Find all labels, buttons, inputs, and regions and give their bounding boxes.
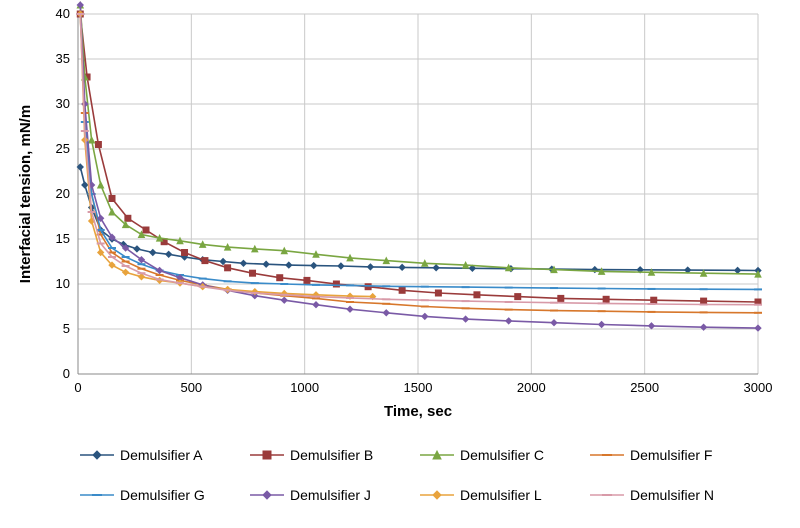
legend-item: Demulsifier L bbox=[420, 475, 590, 515]
chart-legend: Demulsifier A Demulsifier B Demulsifier C D… bbox=[80, 435, 760, 515]
svg-text:1500: 1500 bbox=[404, 380, 433, 395]
legend-swatch-icon bbox=[420, 448, 454, 462]
legend-label: Demulsifier J bbox=[290, 487, 371, 503]
svg-text:15: 15 bbox=[56, 231, 70, 246]
svg-text:10: 10 bbox=[56, 276, 70, 291]
legend-label: Demulsifier N bbox=[630, 487, 714, 503]
legend-swatch-icon bbox=[80, 448, 114, 462]
svg-text:2500: 2500 bbox=[630, 380, 659, 395]
svg-text:3000: 3000 bbox=[744, 380, 773, 395]
legend-label: Demulsifier G bbox=[120, 487, 205, 503]
legend-label: Demulsifier A bbox=[120, 447, 202, 463]
legend-item: Demulsifier B bbox=[250, 435, 420, 475]
svg-text:Time, sec: Time, sec bbox=[384, 403, 452, 420]
svg-text:30: 30 bbox=[56, 96, 70, 111]
legend-item: Demulsifier J bbox=[250, 475, 420, 515]
legend-swatch-icon bbox=[420, 488, 454, 502]
svg-text:0: 0 bbox=[63, 366, 70, 381]
svg-text:5: 5 bbox=[63, 321, 70, 336]
legend-label: Demulsifier L bbox=[460, 487, 542, 503]
legend-swatch-icon bbox=[590, 488, 624, 502]
legend-item: Demulsifier A bbox=[80, 435, 250, 475]
svg-text:35: 35 bbox=[56, 51, 70, 66]
legend-item: Demulsifier F bbox=[590, 435, 760, 475]
svg-text:2000: 2000 bbox=[517, 380, 546, 395]
legend-swatch-icon bbox=[590, 448, 624, 462]
legend-swatch-icon bbox=[250, 448, 284, 462]
legend-item: Demulsifier N bbox=[590, 475, 760, 515]
svg-text:Interfacial tension, mN/m: Interfacial tension, mN/m bbox=[17, 105, 34, 283]
legend-item: Demulsifier G bbox=[80, 475, 250, 515]
svg-text:1000: 1000 bbox=[290, 380, 319, 395]
legend-item: Demulsifier C bbox=[420, 435, 590, 475]
legend-label: Demulsifier B bbox=[290, 447, 373, 463]
chart-container: 0 5 10 15 20 25 30 35 40 0 500 1000 1500 2000 2500 3000… bbox=[0, 0, 800, 528]
legend-label: Demulsifier C bbox=[460, 447, 544, 463]
svg-text:40: 40 bbox=[56, 6, 70, 21]
svg-text:20: 20 bbox=[56, 186, 70, 201]
svg-text:0: 0 bbox=[74, 380, 81, 395]
legend-swatch-icon bbox=[80, 488, 114, 502]
svg-text:500: 500 bbox=[180, 380, 202, 395]
svg-text:25: 25 bbox=[56, 141, 70, 156]
legend-label: Demulsifier F bbox=[630, 447, 712, 463]
legend-swatch-icon bbox=[250, 488, 284, 502]
